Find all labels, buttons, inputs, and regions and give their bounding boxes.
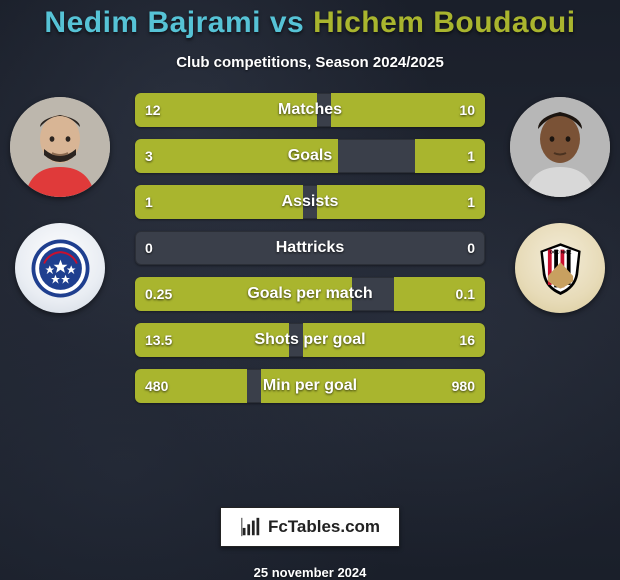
stat-value-left: 480 [135,369,178,403]
stat-value-left: 13.5 [135,323,182,357]
stat-label: Hattricks [135,231,485,265]
stat-value-right: 0 [457,231,485,265]
stat-value-right: 980 [442,369,485,403]
player1-avatar [10,97,110,197]
footer-date: 25 november 2024 [254,565,367,580]
content-area: OGC NICE 1210Matches31Goals11Assists00Ha… [0,71,620,167]
stat-value-left: 12 [135,93,171,127]
stat-row: 0 0Hattricks [135,231,485,265]
stat-row: 13.516Shots per goal [135,323,485,357]
comparison-title: Nedim Bajrami vs Hichem Boudaoui [44,6,575,40]
brand-badge: FcTables.com [220,507,400,547]
title-vs: vs [270,6,304,39]
stat-row: 0.250.1Goals per match [135,277,485,311]
title-player2: Hichem Boudaoui [313,6,576,39]
stat-fill-left [135,139,338,173]
avatar-person-icon [510,97,610,197]
stat-value-right: 16 [449,323,485,357]
club-crest-icon: OGC NICE [529,237,592,300]
stat-value-right: 1 [457,139,485,173]
stat-value-left: 0.25 [135,277,182,311]
subtitle: Club competitions, Season 2024/2025 [176,54,444,71]
stat-row: 31Goals [135,139,485,173]
stat-value-left: 3 [135,139,163,173]
stat-row: 11Assists [135,185,485,219]
brand-text: FcTables.com [268,517,380,537]
player1-club-crest [15,223,105,313]
stat-bars: 1210Matches31Goals11Assists00Hattricks0.… [135,93,485,403]
stat-value-right: 0.1 [446,277,485,311]
stat-row: 1210Matches [135,93,485,127]
title-player1: Nedim Bajrami [44,6,261,39]
svg-text:OGC NICE: OGC NICE [549,249,571,254]
stat-value-left: 0 [135,231,163,265]
player2-avatar [510,97,610,197]
stat-value-left: 1 [135,185,163,219]
bar-chart-icon [240,516,262,538]
player2-club-crest: OGC NICE [515,223,605,313]
club-crest-icon [29,237,92,300]
stat-value-right: 10 [449,93,485,127]
stat-value-right: 1 [457,185,485,219]
avatar-person-icon [10,97,110,197]
stat-row: 480980Min per goal [135,369,485,403]
